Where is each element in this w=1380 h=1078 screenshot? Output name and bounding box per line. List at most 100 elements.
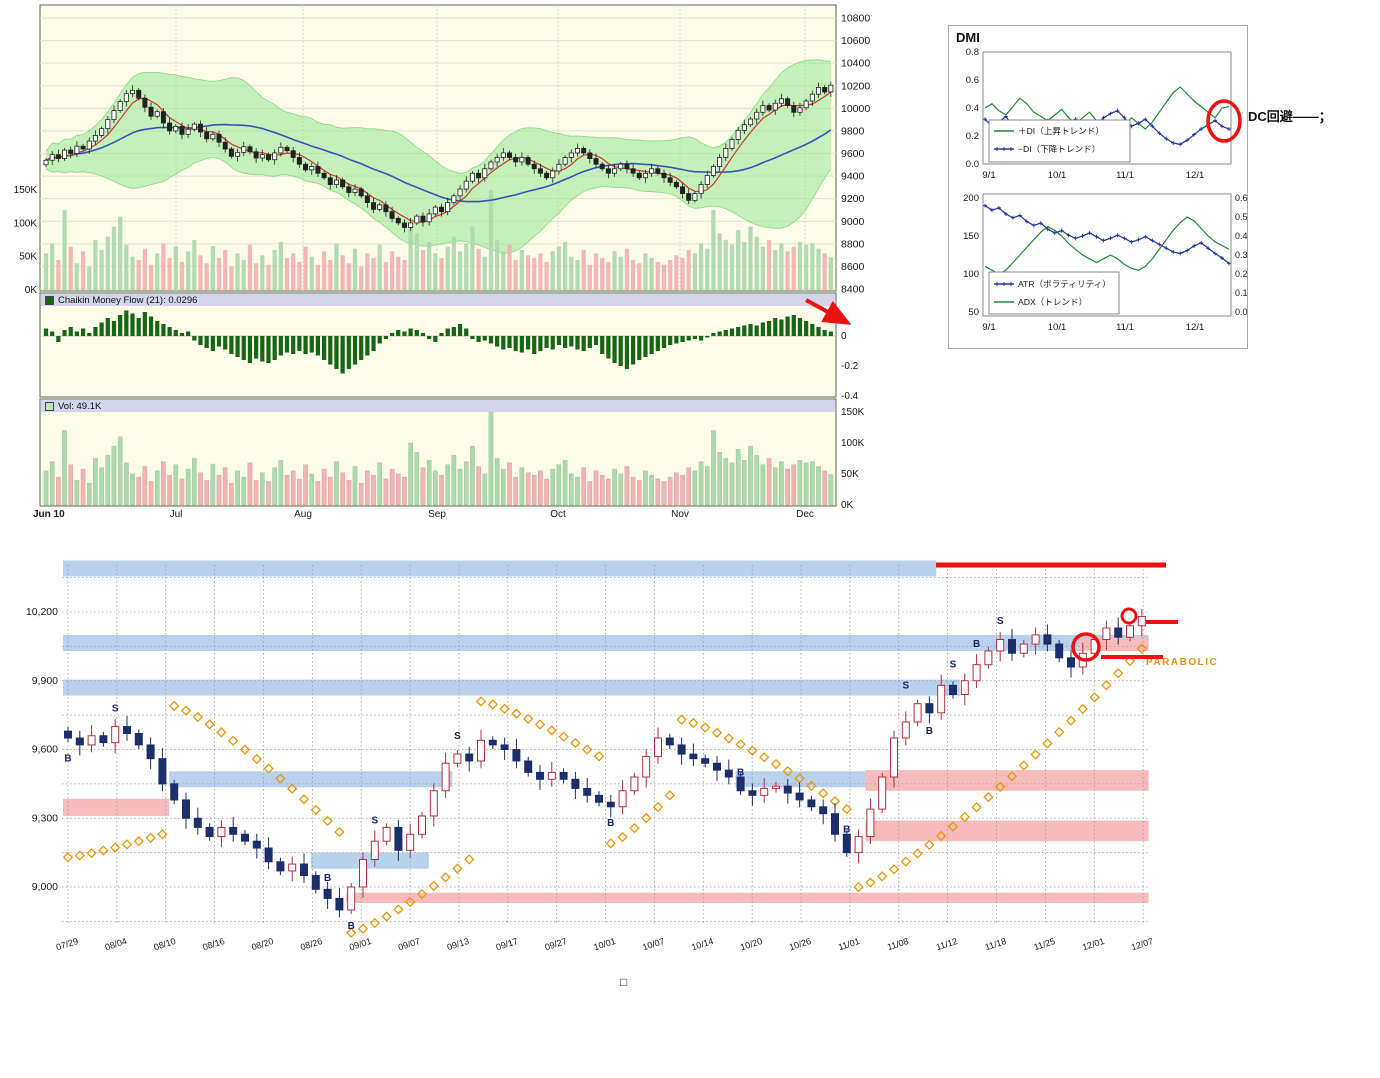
svg-text:50K: 50K (841, 469, 859, 480)
svg-text:11/08: 11/08 (886, 936, 910, 952)
chaikin-bars (43, 310, 833, 374)
svg-text:-0.2: -0.2 (841, 361, 859, 372)
chaikin-pane-strip (41, 294, 835, 306)
svg-text:0K: 0K (25, 285, 38, 296)
parabolic-detail-chart: 10,200 9,900 9,600 9,300 9,000 07/29 08/04 08/1… (26, 560, 1155, 952)
svg-text:10/26: 10/26 (788, 936, 813, 952)
svg-text:9200: 9200 (841, 193, 865, 205)
svg-text:0.4: 0.4 (966, 103, 979, 114)
svg-text:8400: 8400 (841, 284, 865, 296)
svg-text:Jul: Jul (170, 509, 183, 520)
svg-text:0.2: 0.2 (1235, 269, 1247, 279)
svg-text:10800: 10800 (841, 13, 870, 25)
svg-text:0.1: 0.1 (1235, 288, 1247, 298)
svg-text:10/1: 10/1 (1048, 322, 1067, 333)
svg-text:08/26: 08/26 (299, 936, 324, 952)
dmi-indicator-panel: DMI 0.8 0.6 0.4 0.2 0.0 ＋DI（上昇トレンド） −DI（下降トレンド… (948, 25, 1248, 349)
svg-text:9/1: 9/1 (982, 170, 995, 181)
svg-text:10/1: 10/1 (1048, 170, 1067, 181)
svg-text:9,600: 9,600 (32, 744, 58, 756)
svg-text:9000: 9000 (841, 216, 865, 228)
daily-technical-chart: 10800 10600 10400 10200 10000 9800 9600 9400 920… (14, 4, 870, 520)
blue-zone (735, 771, 866, 788)
svg-text:10600: 10600 (841, 35, 870, 47)
svg-text:Nov: Nov (671, 509, 689, 520)
svg-text:S: S (112, 703, 119, 714)
svg-text:08/16: 08/16 (201, 936, 226, 952)
svg-text:B: B (973, 639, 980, 650)
volume-pane-label: Vol: 49.1K (58, 401, 102, 412)
volume-bars (43, 411, 834, 506)
svg-text:09/27: 09/27 (544, 936, 569, 952)
blue-zone (63, 634, 1149, 651)
pink-zone (865, 770, 1149, 791)
svg-text:S: S (997, 616, 1004, 627)
signal-markers: B S B B S S B B B S B S B S (64, 616, 1003, 932)
volume-pane-strip (41, 400, 835, 412)
blue-zone (63, 679, 960, 696)
candlesticks (64, 609, 1146, 918)
svg-text:11/1: 11/1 (1116, 322, 1134, 333)
svg-text:200: 200 (963, 193, 979, 204)
svg-text:08/10: 08/10 (153, 936, 178, 952)
svg-text:10/20: 10/20 (739, 936, 764, 952)
svg-text:12/07: 12/07 (1130, 936, 1155, 952)
svg-text:B: B (607, 818, 614, 829)
blue-zone (310, 852, 429, 869)
dmi-charts: 0.8 0.6 0.4 0.2 0.0 ＋DI（上昇トレンド） −DI（下降トレンド） 9/1… (963, 47, 1247, 333)
svg-text:07/29: 07/29 (55, 936, 80, 952)
svg-text:9600: 9600 (841, 148, 865, 160)
atr-line (984, 205, 1230, 264)
adx-line (984, 216, 1230, 275)
svg-text:12/1: 12/1 (1186, 170, 1205, 181)
svg-text:10/14: 10/14 (690, 936, 715, 952)
svg-text:12/1: 12/1 (1186, 322, 1205, 333)
svg-text:B: B (64, 754, 71, 765)
svg-text:8800: 8800 (841, 238, 865, 250)
bollinger-upper-line (45, 59, 831, 174)
parabolic-label: PARABOLIC (1146, 657, 1219, 668)
svg-text:50: 50 (968, 307, 979, 318)
svg-text:10000: 10000 (841, 103, 870, 115)
svg-text:11/01: 11/01 (837, 936, 861, 952)
chaikin-pane-header: Chaikin Money Flow (21): 0.0296 (45, 295, 197, 306)
svg-text:09/13: 09/13 (446, 936, 471, 952)
svg-text:B: B (843, 825, 850, 836)
blue-zone (63, 560, 937, 577)
svg-text:0.2: 0.2 (966, 131, 979, 142)
svg-text:09/07: 09/07 (397, 936, 422, 952)
svg-text:S: S (454, 731, 461, 742)
svg-text:0.3: 0.3 (1235, 250, 1247, 260)
svg-text:Sep: Sep (428, 509, 446, 520)
svg-text:08/04: 08/04 (104, 936, 129, 952)
svg-text:9,000: 9,000 (32, 881, 58, 893)
svg-text:08/20: 08/20 (250, 936, 275, 952)
svg-text:09/17: 09/17 (495, 936, 520, 952)
candlesticks (43, 81, 834, 233)
di-plus-legend-label: ＋DI（上昇トレンド） (1018, 126, 1104, 136)
svg-text:B: B (324, 873, 331, 884)
volume-overlay (43, 190, 833, 290)
atr-legend-box (988, 271, 1120, 315)
atr-legend-label: ATR（ボラティリティ） (1018, 279, 1111, 289)
svg-text:0.6: 0.6 (966, 75, 979, 86)
svg-text:Dec: Dec (796, 509, 814, 520)
di-minus-legend-label: −DI（下降トレンド） (1018, 143, 1100, 154)
svg-text:9,300: 9,300 (32, 812, 58, 824)
svg-text:0: 0 (841, 331, 847, 342)
svg-text:9400: 9400 (841, 171, 865, 183)
svg-text:10/01: 10/01 (592, 936, 617, 952)
svg-text:0.0: 0.0 (1235, 307, 1247, 317)
svg-text:10400: 10400 (841, 58, 870, 70)
svg-text:100K: 100K (841, 438, 865, 449)
svg-text:11/1: 11/1 (1116, 170, 1134, 181)
svg-text:Aug: Aug (294, 509, 312, 520)
pink-zone (63, 798, 170, 816)
svg-text:11/12: 11/12 (935, 936, 959, 952)
pink-zone (865, 820, 1149, 842)
bollinger-band (46, 59, 831, 254)
svg-text:9800: 9800 (841, 125, 865, 137)
svg-text:B: B (737, 767, 744, 778)
stray-character: □ (620, 975, 628, 989)
